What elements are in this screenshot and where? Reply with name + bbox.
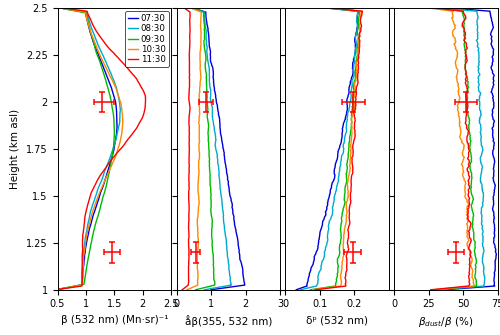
- 11:30: [62, 6, 68, 10]
- Y-axis label: Height (km asl): Height (km asl): [10, 109, 20, 189]
- 09:30: [110, 116, 116, 120]
- 11:30: [96, 33, 102, 37]
- Legend: 07:30, 08:30, 09:30, 10:30, 11:30: 07:30, 08:30, 09:30, 10:30, 11:30: [125, 11, 168, 67]
- 08:30: [116, 121, 122, 125]
- 11:30: [52, 288, 59, 292]
- 08:30: [60, 6, 66, 10]
- 10:30: [52, 288, 59, 292]
- 09:30: [111, 120, 117, 124]
- 08:30: [91, 33, 97, 37]
- 08:30: [116, 120, 122, 124]
- Line: 10:30: 10:30: [56, 8, 123, 290]
- Line: 11:30: 11:30: [56, 8, 146, 290]
- 11:30: [140, 116, 145, 120]
- 10:30: [60, 6, 66, 10]
- 07:30: [60, 6, 66, 10]
- 07:30: [58, 287, 64, 291]
- 09:30: [111, 121, 117, 125]
- 08:30: [52, 288, 59, 292]
- 10:30: [120, 121, 126, 125]
- 10:30: [58, 287, 64, 291]
- 07:30: [94, 51, 100, 55]
- Line: 07:30: 07:30: [56, 8, 117, 290]
- 09:30: [94, 51, 100, 55]
- 08:30: [117, 116, 123, 120]
- Line: 08:30: 08:30: [56, 8, 120, 290]
- X-axis label: δᵖ (532 nm): δᵖ (532 nm): [306, 315, 368, 325]
- 08:30: [98, 51, 104, 55]
- 11:30: [137, 120, 143, 124]
- 10:30: [120, 120, 126, 124]
- 10:30: [120, 116, 126, 120]
- 10:30: [89, 33, 95, 37]
- 08:30: [58, 287, 64, 291]
- 09:30: [58, 287, 64, 291]
- 10:30: [96, 51, 102, 55]
- X-axis label: åβ(355, 532 nm): åβ(355, 532 nm): [184, 315, 272, 327]
- 07:30: [114, 116, 119, 120]
- X-axis label: $\beta_{dust}/\beta$ (%): $\beta_{dust}/\beta$ (%): [418, 315, 474, 329]
- 11:30: [136, 121, 142, 125]
- 09:30: [59, 6, 65, 10]
- Line: 09:30: 09:30: [56, 8, 114, 290]
- 07:30: [88, 33, 94, 37]
- 07:30: [53, 288, 59, 292]
- 07:30: [114, 121, 120, 125]
- 09:30: [88, 33, 94, 37]
- 11:30: [59, 287, 65, 291]
- 09:30: [54, 288, 60, 292]
- X-axis label: β (532 nm) (Mn·sr)⁻¹: β (532 nm) (Mn·sr)⁻¹: [60, 315, 168, 325]
- 11:30: [110, 51, 116, 55]
- 07:30: [114, 120, 120, 124]
